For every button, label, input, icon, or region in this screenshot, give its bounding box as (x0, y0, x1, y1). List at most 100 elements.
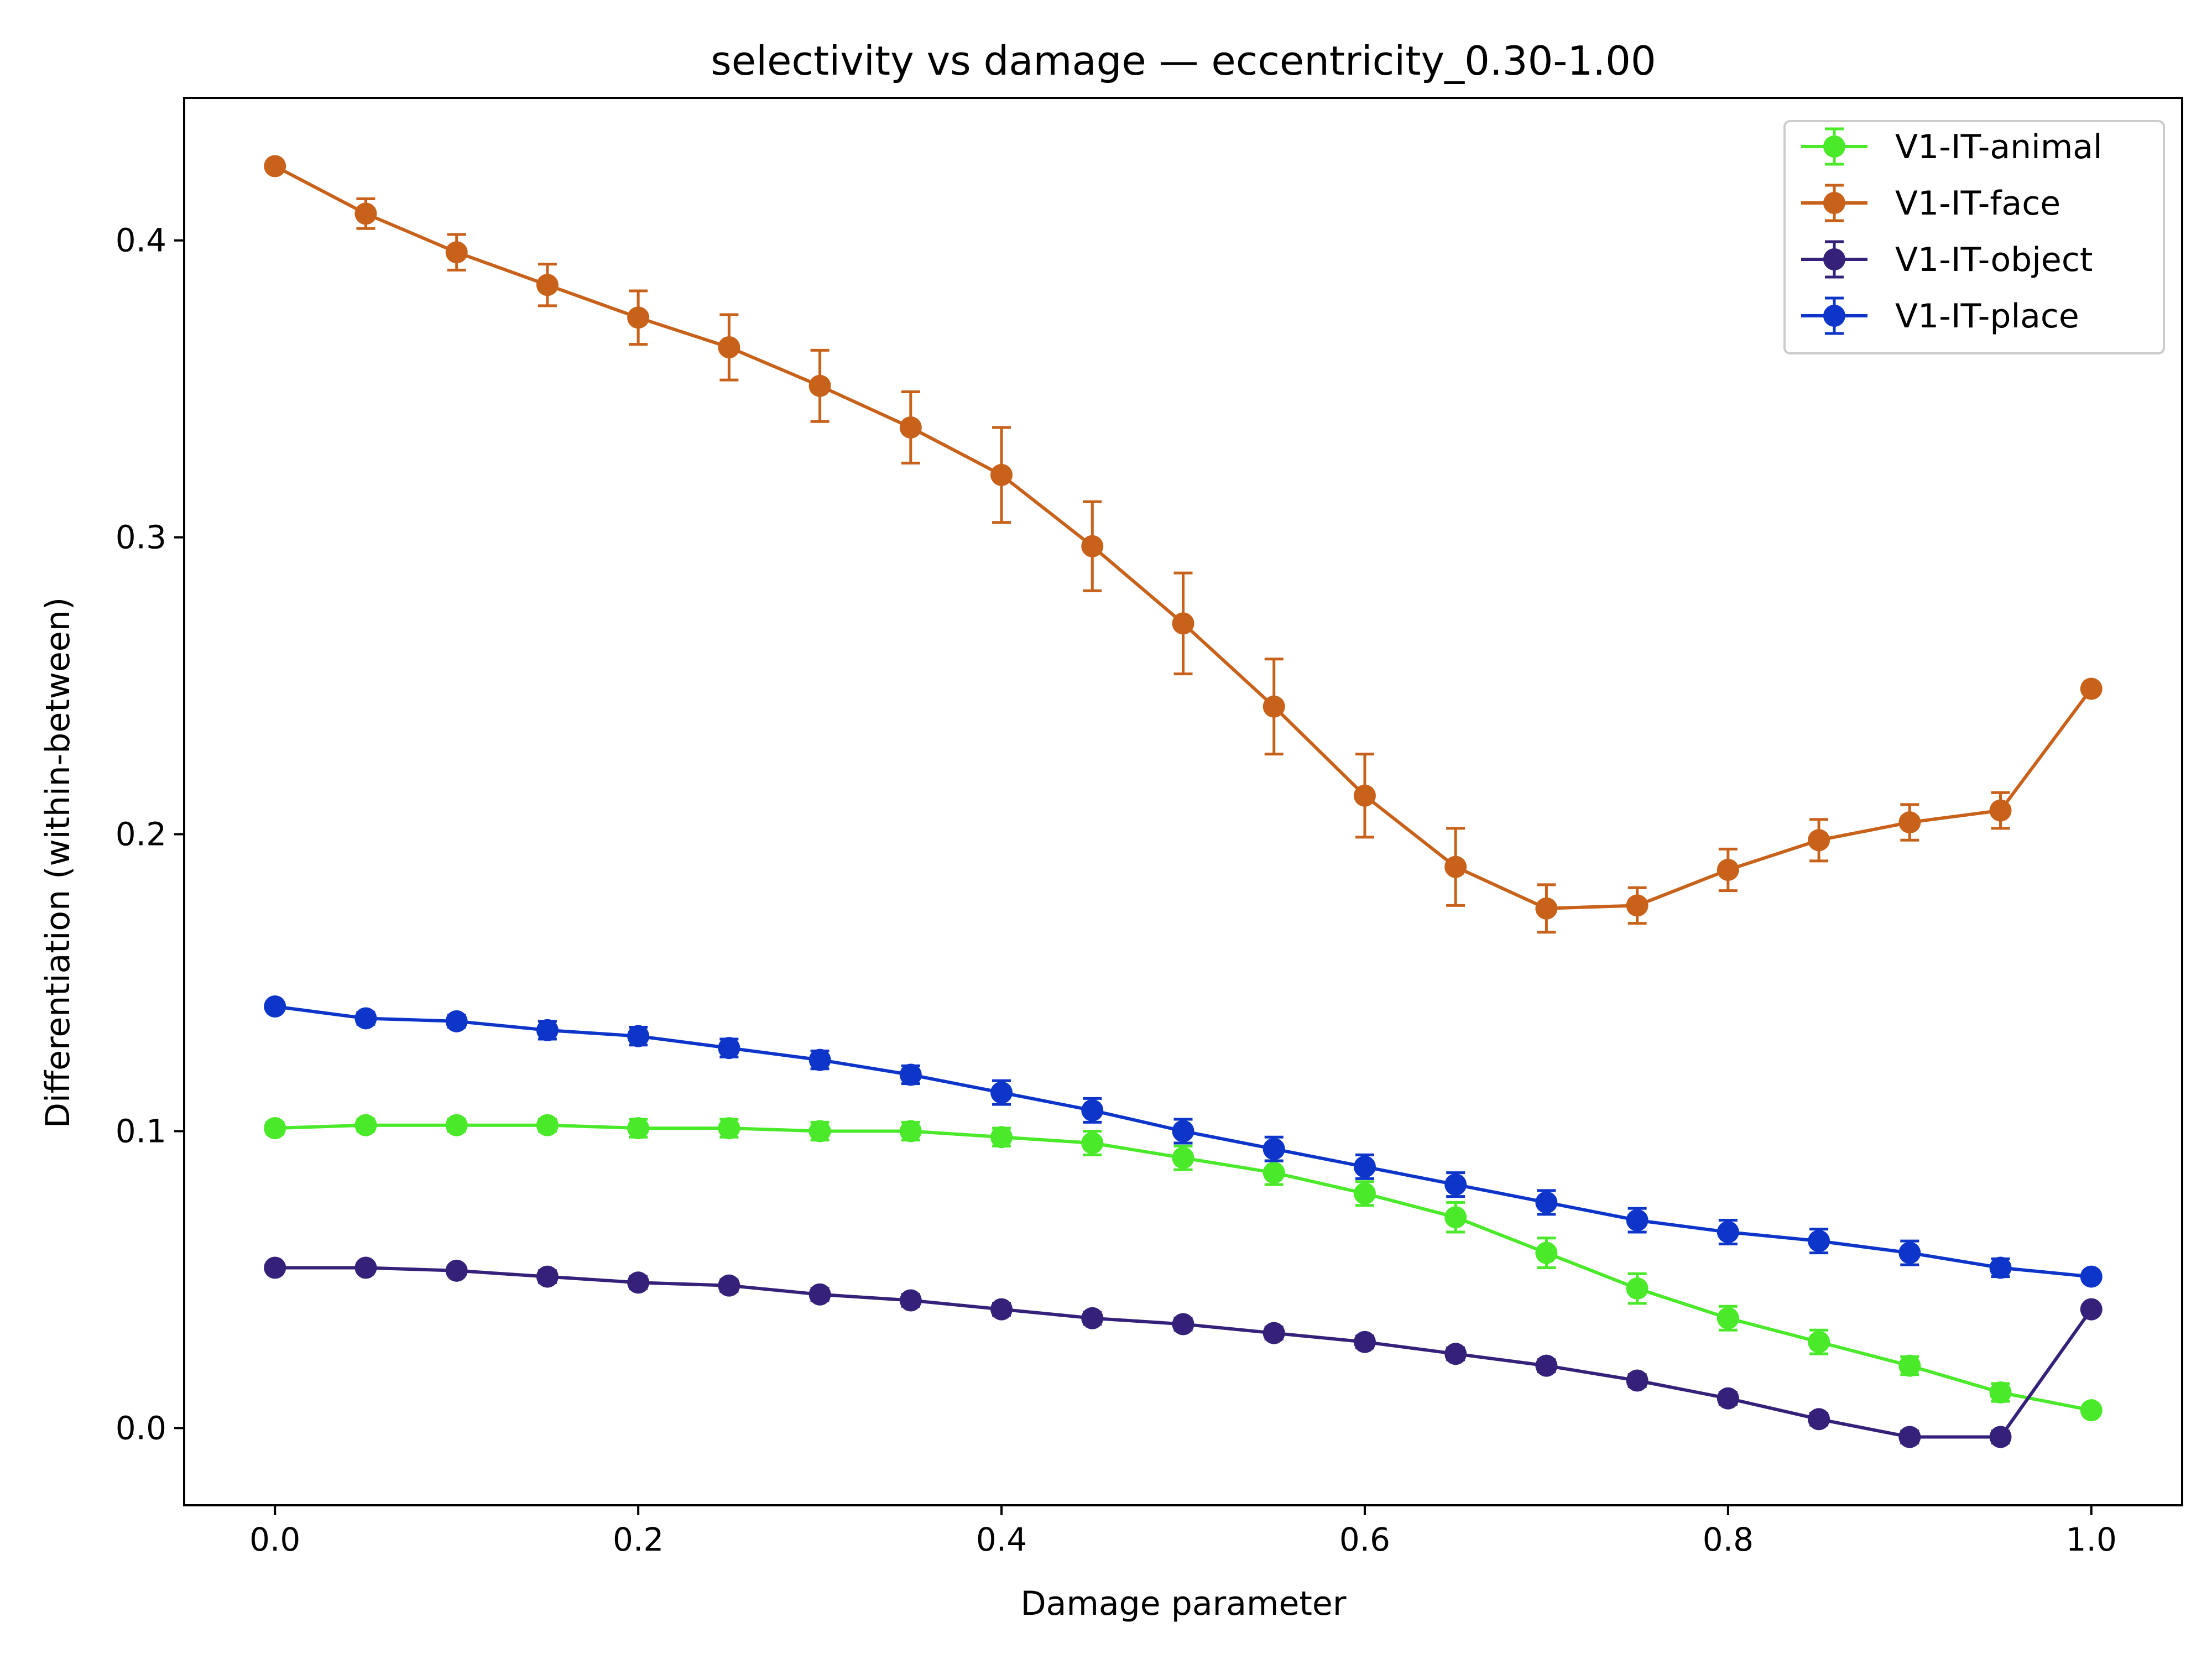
y-tick-label: 0.1 (116, 1112, 166, 1150)
series-V1-IT-place (264, 995, 2103, 1288)
data-point (990, 463, 1013, 486)
data-point (808, 374, 831, 397)
data-point (1262, 1322, 1285, 1344)
data-point (1808, 829, 1830, 852)
data-point (1989, 1381, 2012, 1404)
legend-entry: V1-IT-animal (1801, 127, 2103, 166)
legend-box (1783, 120, 2165, 354)
data-point (1353, 784, 1376, 807)
x-axis: 0.0 0.2 0.4 0.6 0.8 1.0 (249, 1505, 2117, 1558)
data-point (2080, 1399, 2103, 1422)
data-point (2080, 1265, 2103, 1288)
data-point (536, 274, 559, 296)
series-V1-IT-object (264, 1256, 2103, 1448)
data-point (627, 1025, 650, 1047)
legend-marker (1823, 192, 1845, 214)
data-point (1808, 1331, 1830, 1353)
x-tick-label: 0.0 (249, 1521, 300, 1558)
data-point (1535, 1241, 1558, 1264)
data-point (1353, 1331, 1376, 1353)
data-point (264, 1117, 286, 1140)
data-point (354, 1007, 377, 1030)
data-point (1535, 897, 1558, 920)
data-point (1535, 1191, 1558, 1214)
data-point (627, 1117, 650, 1140)
data-point (1626, 1277, 1648, 1300)
data-point (808, 1120, 831, 1142)
data-point (808, 1048, 831, 1071)
data-point (899, 416, 922, 439)
legend-entry: V1-IT-object (1801, 240, 2093, 279)
data-point (1262, 695, 1285, 718)
legend: V1-IT-animal V1-IT-face V1-IT-object V1-IT-… (1783, 120, 2165, 354)
data-point (1081, 1307, 1104, 1329)
data-point (990, 1298, 1013, 1321)
data-point (718, 336, 740, 359)
data-point (899, 1120, 922, 1142)
legend-entry: V1-IT-place (1801, 296, 2079, 336)
data-point (1989, 1256, 2012, 1279)
data-point (1081, 1131, 1104, 1154)
data-point (1172, 1120, 1194, 1142)
data-point (2080, 1298, 2103, 1321)
data-point (1172, 1146, 1194, 1169)
plot-frame (183, 97, 2183, 1506)
data-point (536, 1019, 559, 1041)
chart-title: selectivity vs damage — eccentricity_0.3… (711, 38, 1656, 84)
plot-area (264, 155, 2103, 1448)
data-point (354, 202, 377, 225)
data-point (718, 1117, 740, 1140)
y-tick-label: 0.0 (116, 1409, 166, 1447)
x-tick-label: 1.0 (2066, 1521, 2117, 1558)
y-axis: 0.0 0.1 0.2 0.3 0.4 (116, 222, 184, 1447)
data-point (445, 1010, 468, 1032)
data-point (445, 1114, 468, 1136)
legend-label: V1-IT-object (1895, 241, 2093, 279)
legend-entry: V1-IT-face (1801, 184, 2060, 223)
legend-marker (1823, 248, 1845, 270)
legend-label: V1-IT-place (1895, 297, 2079, 336)
y-tick-label: 0.4 (116, 222, 166, 259)
data-point (536, 1114, 559, 1136)
data-point (1989, 1426, 2012, 1448)
data-point (1898, 1241, 1921, 1264)
y-tick-label: 0.3 (116, 519, 166, 556)
data-point (1717, 1221, 1739, 1244)
data-point (1262, 1161, 1285, 1184)
data-point (1808, 1230, 1830, 1253)
data-point (1989, 799, 2012, 822)
data-point (1808, 1408, 1830, 1431)
data-point (1262, 1138, 1285, 1160)
series-V1-IT-face (264, 155, 2103, 934)
data-point (808, 1283, 831, 1306)
data-point (1626, 1369, 1648, 1392)
data-point (2080, 677, 2103, 700)
data-point (1081, 1099, 1104, 1121)
data-point (1172, 1313, 1194, 1335)
data-point (1353, 1182, 1376, 1205)
series-V1-IT-animal (264, 1114, 2103, 1422)
data-point (1172, 612, 1194, 635)
data-point (1717, 1387, 1739, 1410)
data-point (1081, 535, 1104, 557)
data-point (1717, 1307, 1739, 1329)
legend-marker (1823, 135, 1845, 158)
x-tick-label: 0.8 (1703, 1521, 1754, 1558)
data-point (445, 241, 468, 264)
x-axis-label: Damage parameter (1020, 1584, 1346, 1623)
data-point (264, 995, 286, 1018)
data-point (627, 306, 650, 329)
data-point (1626, 1209, 1648, 1232)
data-point (354, 1256, 377, 1279)
data-point (990, 1126, 1013, 1149)
legend-label: V1-IT-face (1895, 184, 2060, 223)
y-axis-label: Differentiation (within-between) (39, 597, 77, 1128)
data-point (1444, 855, 1467, 878)
y-tick-label: 0.2 (116, 816, 166, 853)
data-point (899, 1289, 922, 1312)
data-point (536, 1265, 559, 1288)
data-point (1353, 1155, 1376, 1178)
x-tick-label: 0.2 (613, 1521, 664, 1558)
data-point (1898, 1426, 1921, 1448)
